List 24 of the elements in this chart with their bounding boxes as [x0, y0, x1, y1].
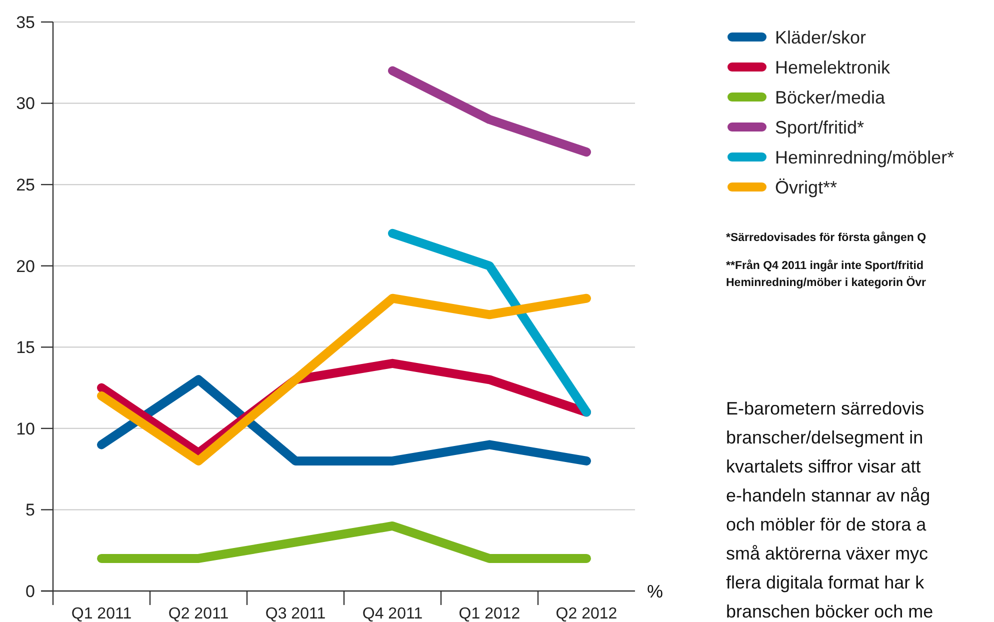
y-axis-title: %	[647, 581, 664, 602]
y-tick-label: 10	[16, 419, 35, 438]
y-tick-label: 0	[26, 582, 35, 601]
y-tick-label: 20	[16, 256, 35, 276]
y-tick-label: 35	[16, 12, 35, 32]
x-tick-label: Q3 2011	[265, 606, 326, 622]
legend-label: Kläder/skor	[775, 27, 866, 48]
legend-label: Övrigt**	[775, 177, 838, 198]
x-tick-label: Q2 2012	[556, 606, 618, 622]
legend-label: Heminredning/möbler*	[775, 147, 954, 168]
text: E-barometern särredovis branscher/delsegment in kvartalets siffror visar att e-handeln stannar av någ och möbler för de stora a små aktörerna växer myc flera digitala format har k branschen böcker och me	[726, 398, 934, 622]
text: *Särredovisades för första gången Q	[726, 231, 926, 244]
y-tick-label: 15	[16, 338, 35, 358]
x-tick-label: Q1 2011	[71, 606, 132, 622]
y-tick-label: 25	[16, 176, 35, 195]
legend-label: Sport/fritid*	[775, 117, 864, 138]
text: **Från Q4 2011 ingår inte Sport/fritid Heminredning/möber i kategorin Övr	[726, 259, 927, 290]
x-tick-label: Q1 2012	[458, 606, 520, 622]
y-tick-label: 5	[26, 500, 35, 520]
x-tick-label: Q2 2011	[168, 606, 229, 622]
legend-label: Hemelektronik	[775, 57, 892, 78]
legend-label: Böcker/media	[775, 87, 886, 108]
y-tick-label: 30	[16, 94, 35, 114]
x-tick-label: Q4 2011	[362, 606, 423, 622]
